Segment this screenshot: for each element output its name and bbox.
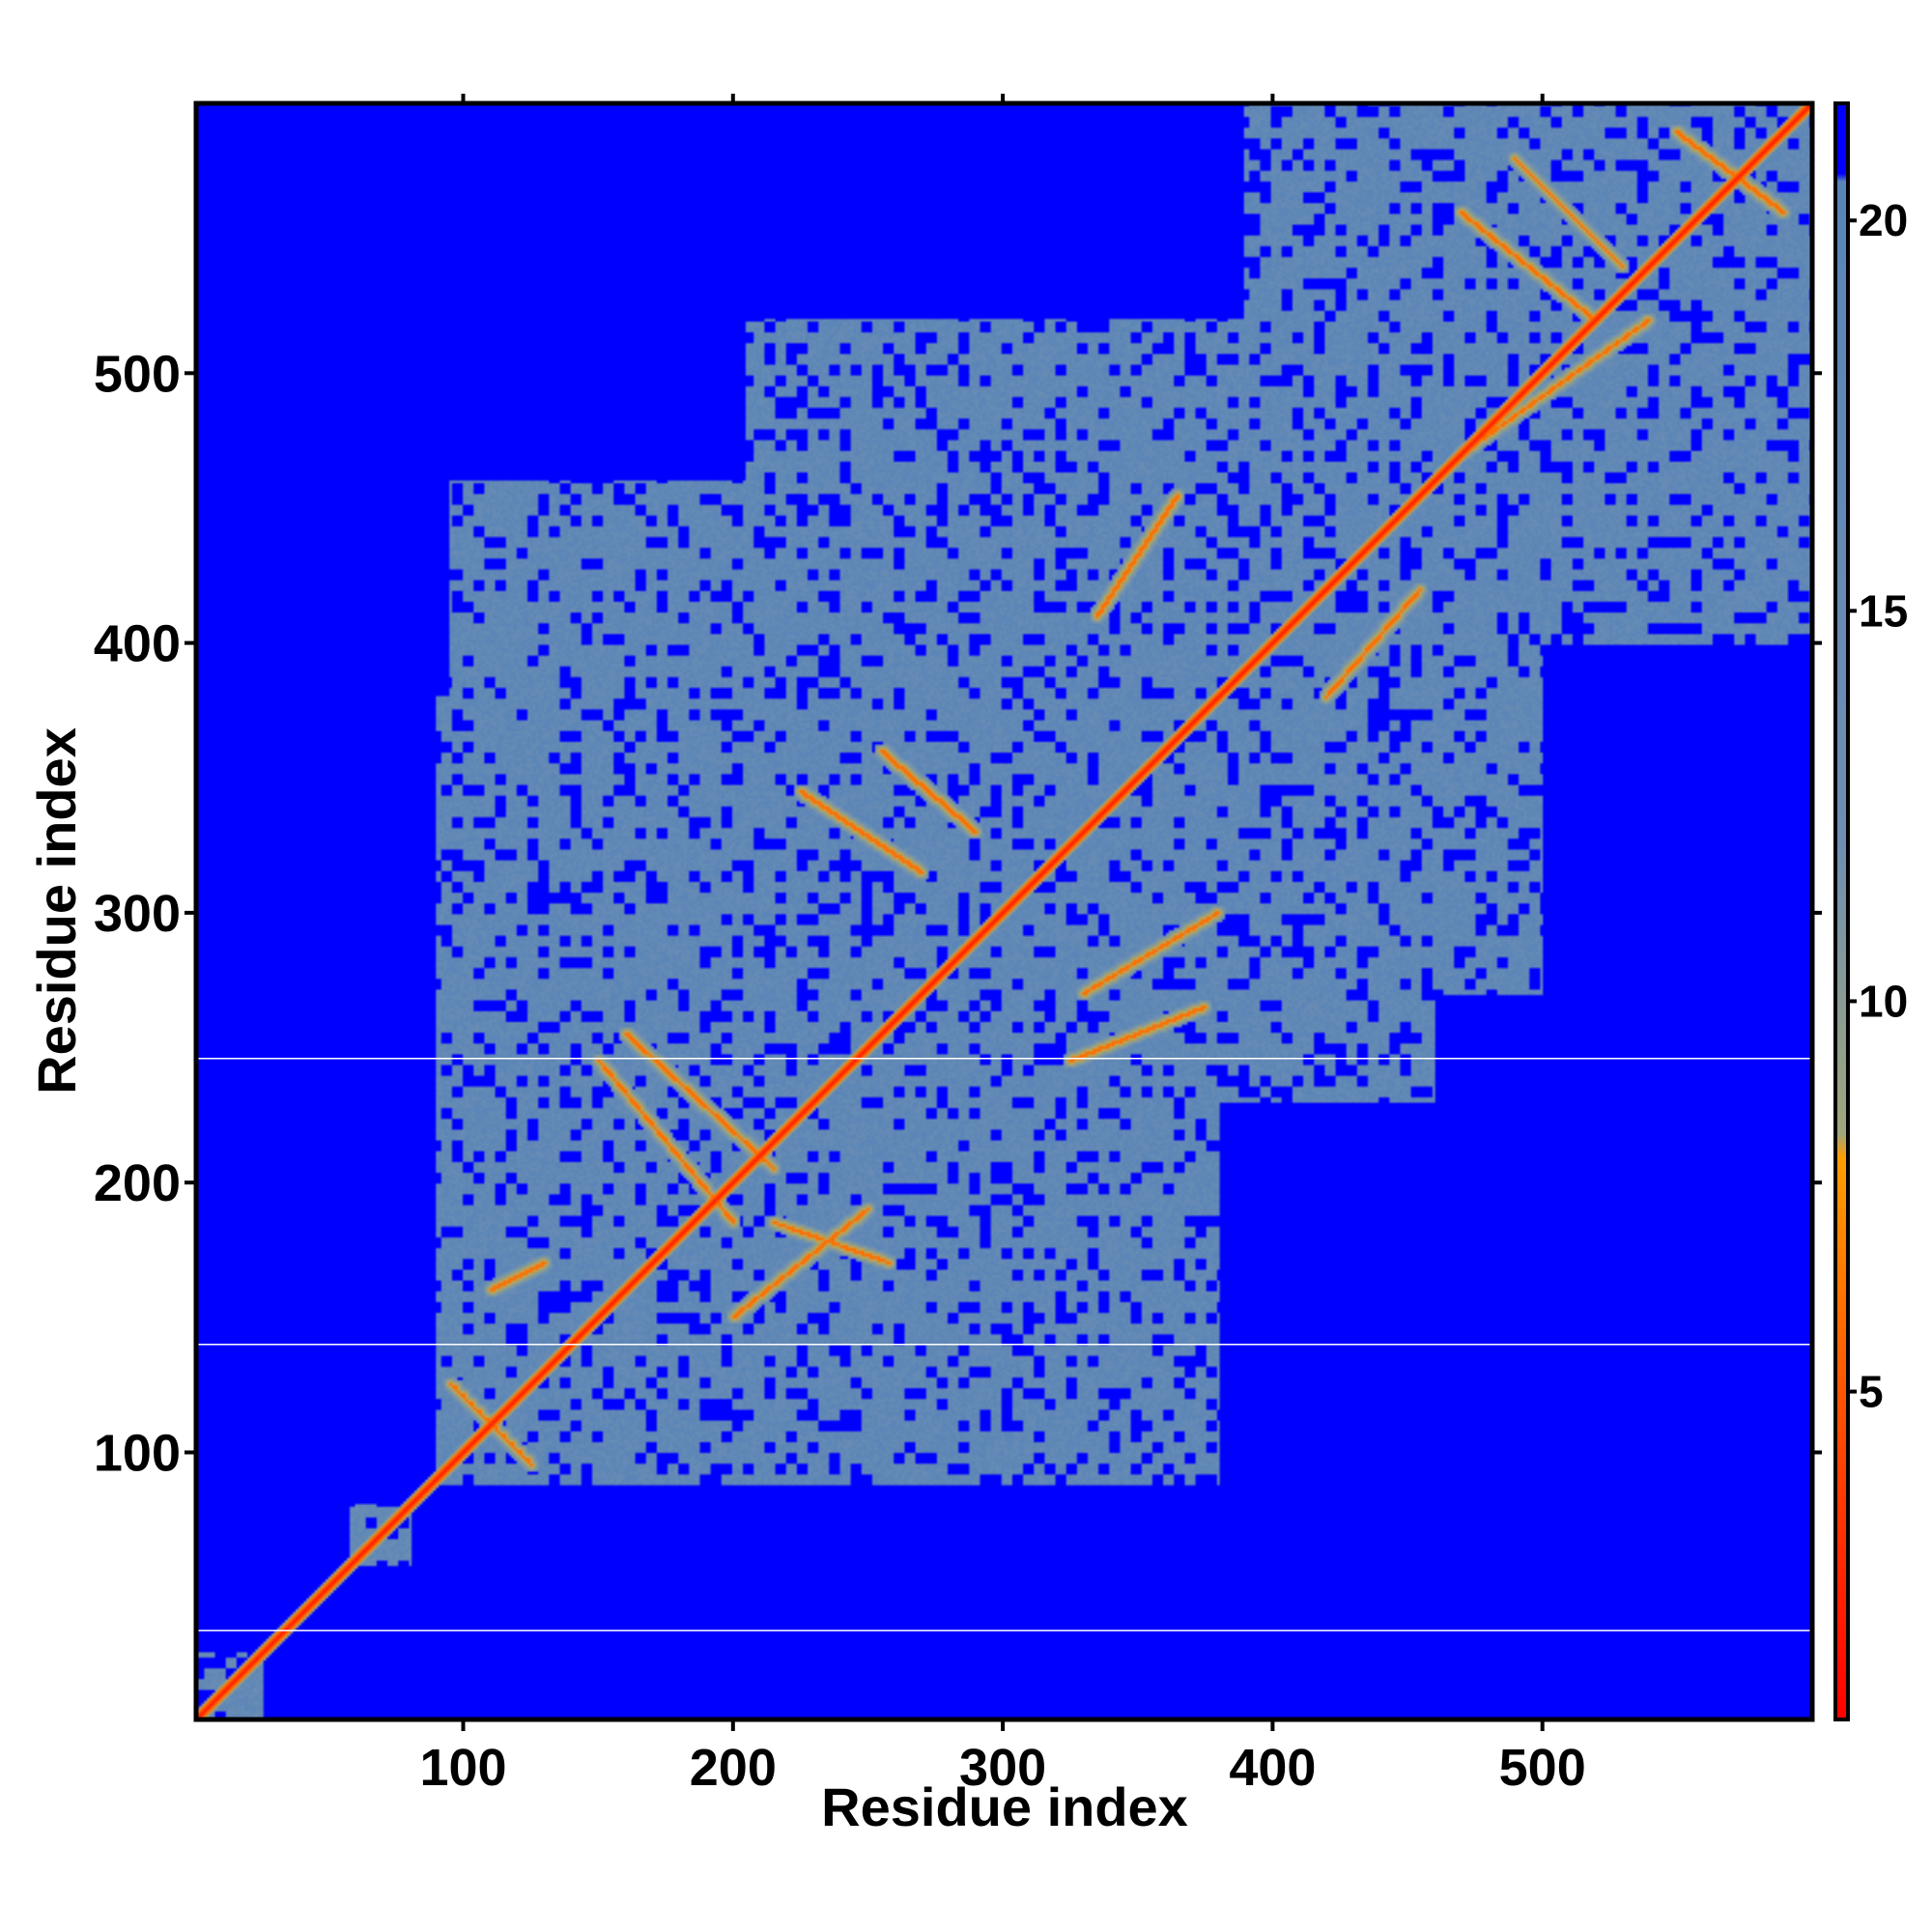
x-tick-label: 300 bbox=[959, 1739, 1046, 1797]
heatmap-image bbox=[196, 103, 1812, 1719]
y-tick-label: 500 bbox=[94, 345, 181, 403]
x-tick-label: 500 bbox=[1499, 1739, 1586, 1797]
y-tick-label: 100 bbox=[94, 1424, 181, 1482]
reference-lines bbox=[196, 1057, 1812, 1632]
colorbar-tick-label: 10 bbox=[1859, 976, 1908, 1026]
colorbar-tick-label: 5 bbox=[1859, 1367, 1884, 1417]
heatmap-plot-area bbox=[193, 100, 1815, 1722]
y-tick-label: 200 bbox=[94, 1154, 181, 1212]
x-axis-title: Residue index bbox=[821, 1776, 1188, 1837]
colorbar-tick-label: 20 bbox=[1859, 195, 1908, 245]
colorbar-ticks: 5 10 15 20 bbox=[1848, 195, 1908, 1417]
x-axis: 100 200 300 400 500 bbox=[419, 94, 1586, 1797]
y-axis-title: Residue index bbox=[26, 727, 87, 1094]
colorbar: 5 10 15 20 bbox=[1833, 101, 1908, 1721]
colorbar-scale bbox=[1833, 101, 1850, 1721]
colorbar-tick-label: 15 bbox=[1859, 585, 1908, 636]
x-tick-label: 200 bbox=[690, 1739, 777, 1797]
y-tick-label: 400 bbox=[94, 615, 181, 673]
x-tick-label: 100 bbox=[419, 1739, 506, 1797]
x-tick-label: 400 bbox=[1229, 1739, 1316, 1797]
y-axis: 100 200 300 400 500 bbox=[94, 345, 1822, 1482]
y-tick-label: 300 bbox=[94, 885, 181, 943]
